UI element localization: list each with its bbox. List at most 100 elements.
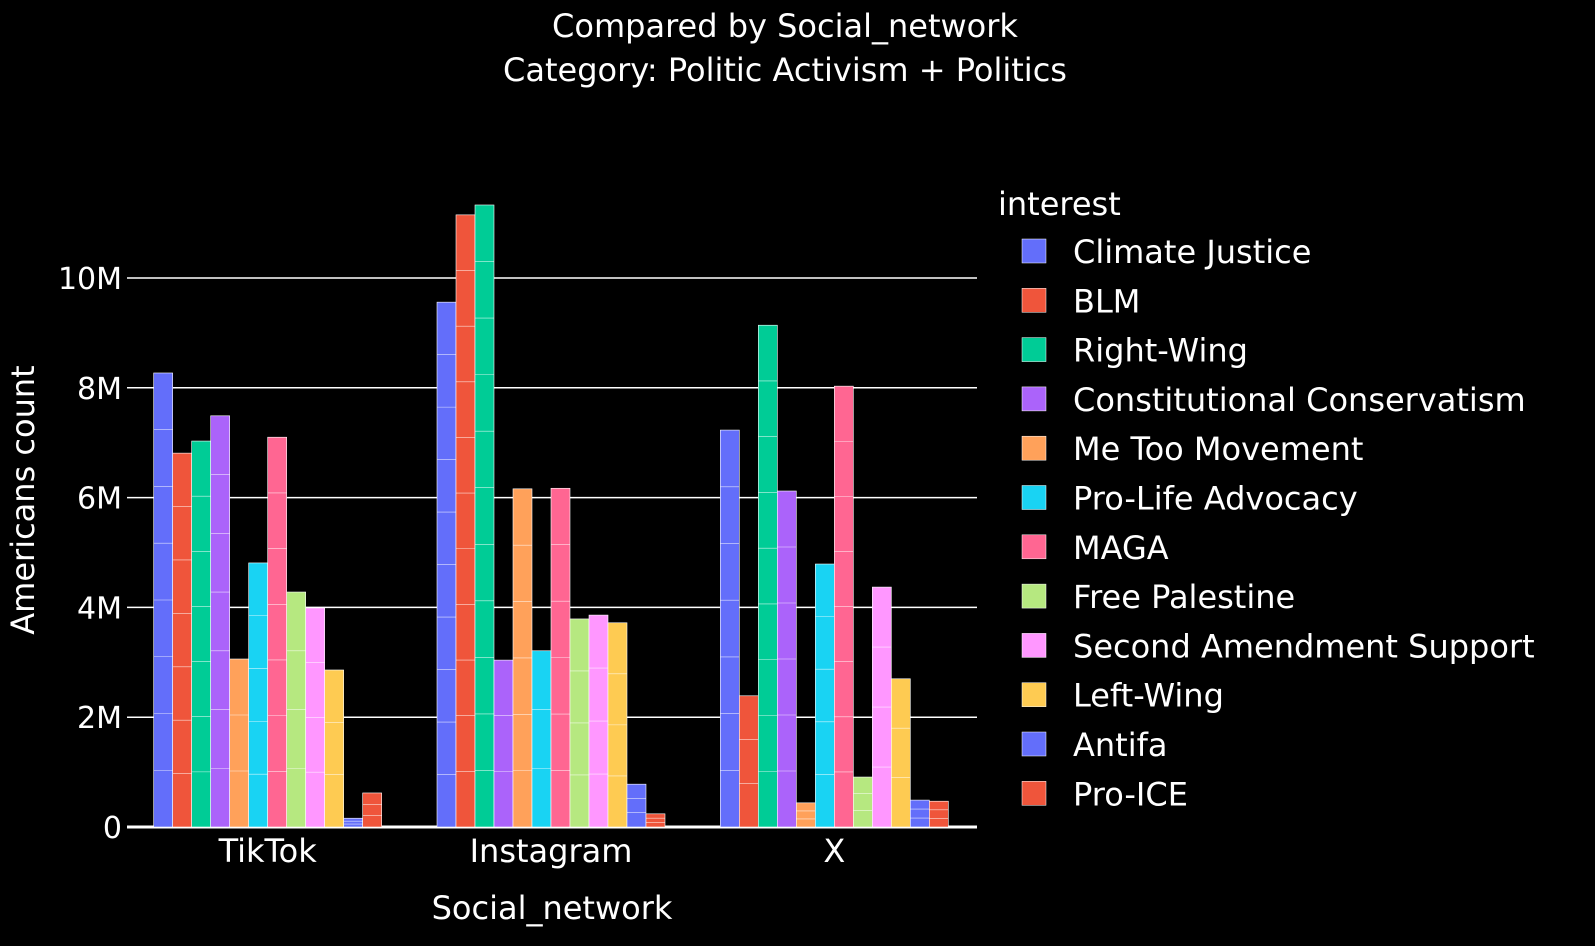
x-axis-ticks: TikTok Instagram X [218, 832, 846, 870]
bar-free-palestine [853, 776, 873, 828]
bar [229, 658, 249, 828]
bar-free-palestine [286, 591, 306, 828]
y-axis-title: Americans count [4, 365, 42, 634]
bar-blm [455, 214, 476, 828]
bar-pro-ice [362, 792, 382, 828]
legend-item: Pro-Life Advocacy [1021, 480, 1358, 518]
bar-me-too-movement [796, 802, 816, 828]
bar-free-palestine [569, 618, 590, 828]
bar-second-amendment-support [588, 614, 609, 828]
bar-antifa [343, 817, 363, 828]
bar [531, 650, 552, 828]
bar-maga [834, 385, 854, 828]
legend-item: Right-Wing [1021, 332, 1248, 370]
bars [153, 204, 949, 828]
bar-pro-life-advocacy [248, 562, 268, 828]
chart-subtitle: Category: Politic Activism + Politics [503, 51, 1067, 89]
legend-swatch [1021, 337, 1047, 362]
bar-maga [550, 487, 571, 828]
bar [474, 204, 495, 828]
legend-label: Constitutional Conservatism [1073, 381, 1526, 419]
bar [626, 783, 647, 828]
legend-label: Pro-Life Advocacy [1073, 480, 1358, 518]
y-axis-ticks: 0 2M 4M 6M 8M 10M [58, 262, 122, 846]
bar-blm [739, 695, 759, 828]
bar [172, 452, 192, 828]
bar [191, 440, 211, 828]
bar-pro-ice [929, 800, 949, 828]
legend-item: Climate Justice [1021, 233, 1311, 271]
bar-pro-life-advocacy [815, 563, 835, 828]
legend-swatch [1021, 288, 1047, 313]
legend-label: Me Too Movement [1073, 430, 1363, 468]
bar [929, 800, 949, 828]
y-tick-label: 6M [77, 482, 122, 517]
y-tick-label: 4M [77, 591, 122, 626]
legend-item: Free Palestine [1021, 578, 1295, 616]
x-axis-title: Social_network [432, 889, 673, 927]
legend-swatch [1021, 583, 1047, 609]
legend-label: Pro-ICE [1073, 775, 1188, 813]
bar [343, 817, 363, 828]
bar [362, 792, 382, 828]
bar [210, 415, 230, 828]
x-tick-label: X [823, 832, 845, 870]
bar-blm [172, 452, 192, 828]
y-tick-label: 0 [103, 811, 122, 846]
legend-swatch [1021, 633, 1047, 658]
legend-swatch [1021, 485, 1047, 510]
bar-antifa [626, 783, 647, 828]
legend-label: Climate Justice [1073, 233, 1311, 271]
bar [853, 776, 873, 828]
y-tick-label: 10M [58, 262, 122, 297]
legend: Climate Justice BLM Right-Wing Constitution… [1021, 233, 1535, 813]
legend-item: BLM [1021, 282, 1140, 320]
bar-me-too-movement [229, 658, 249, 828]
legend-item: Constitutional Conservatism [1021, 381, 1526, 419]
bar [248, 562, 268, 828]
legend-swatch [1021, 238, 1047, 264]
chart-title: Compared by Social_network [552, 7, 1018, 45]
legend-swatch [1021, 781, 1047, 806]
bar [455, 214, 476, 828]
legend-item: Second Amendment Support [1021, 627, 1535, 665]
legend-label: Left-Wing [1073, 677, 1224, 715]
bar [910, 799, 930, 828]
bar-second-amendment-support [872, 586, 892, 828]
bar-left-wing [324, 669, 344, 828]
x-tick-label: TikTok [218, 832, 318, 870]
x-tick-label: Instagram [470, 832, 633, 870]
legend-swatch [1021, 731, 1047, 757]
y-tick-label: 8M [77, 372, 122, 407]
bar [796, 802, 816, 828]
bar-pro-life-advocacy [531, 650, 552, 828]
bar-left-wing [607, 622, 628, 828]
bar-constitutional-conservatism [210, 415, 230, 828]
legend-item: Antifa [1021, 726, 1167, 764]
legend-swatch [1021, 386, 1047, 412]
legend-label: Free Palestine [1073, 578, 1295, 616]
bar-constitutional-conservatism [493, 659, 514, 828]
legend-label: Right-Wing [1073, 332, 1248, 370]
bar-right-wing [758, 324, 778, 828]
bar-constitutional-conservatism [777, 490, 797, 828]
bar-climate-justice [436, 301, 457, 828]
legend-label: Antifa [1073, 726, 1167, 764]
bar-left-wing [891, 678, 911, 828]
legend-title: interest [998, 185, 1121, 223]
bar [324, 669, 344, 828]
legend-swatch [1021, 435, 1047, 461]
legend-swatch [1021, 682, 1047, 707]
bar [720, 429, 740, 828]
legend-item: Left-Wing [1021, 677, 1224, 715]
legend-swatch [1021, 534, 1047, 560]
bar-me-too-movement [512, 488, 533, 828]
bar-maga [267, 436, 287, 828]
bar [815, 563, 835, 828]
bar-right-wing [191, 440, 211, 828]
bar-antifa [910, 799, 930, 828]
bar-second-amendment-support [305, 607, 325, 828]
bar [493, 659, 514, 828]
legend-label: Second Amendment Support [1073, 627, 1535, 665]
